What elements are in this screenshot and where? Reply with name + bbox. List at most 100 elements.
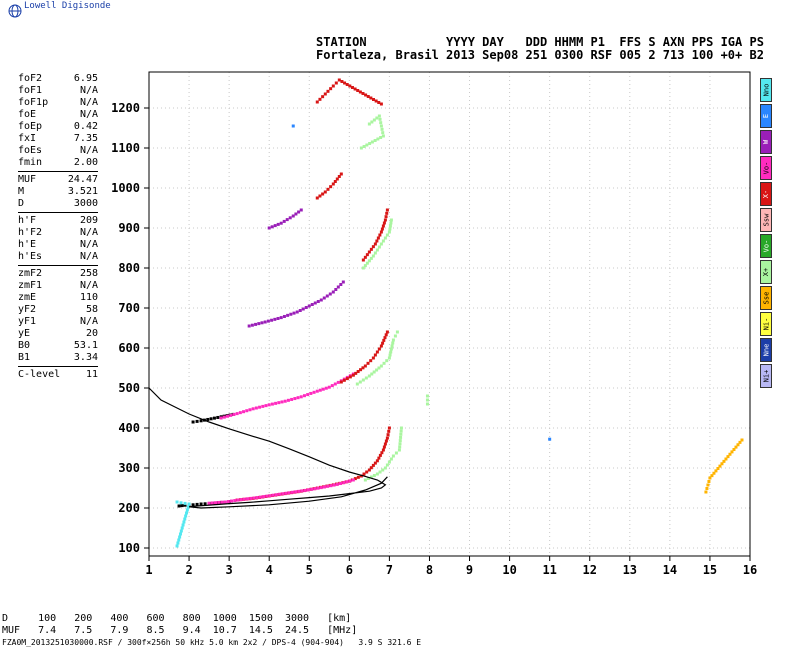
param-value: 11 — [85, 369, 98, 380]
data-point — [375, 472, 379, 476]
data-point — [270, 402, 274, 406]
param-row: foF2 6.95 — [18, 73, 98, 85]
param-separator — [18, 171, 98, 172]
data-point — [395, 330, 399, 334]
x-tick-label: 12 — [583, 563, 597, 577]
data-point — [304, 306, 308, 309]
data-point — [377, 101, 381, 104]
data-point — [398, 442, 402, 446]
data-point — [191, 503, 195, 507]
y-tick-label: 700 — [118, 301, 140, 315]
data-point — [290, 490, 294, 494]
data-point — [342, 481, 346, 485]
data-point — [203, 502, 207, 506]
data-point — [359, 146, 363, 150]
data-point — [345, 377, 349, 381]
data-point — [383, 336, 387, 340]
data-point — [378, 470, 382, 474]
data-point — [356, 89, 360, 92]
data-point — [333, 180, 337, 183]
x-tick-label: 1 — [145, 563, 152, 577]
data-point — [235, 498, 239, 502]
data-point — [366, 361, 370, 365]
data-point — [291, 124, 295, 128]
axis-layer: 1 2 3 4 5 6 7 8 9 10 11 12 13 14 15 1610020030040050060… — [111, 71, 757, 577]
data-point — [394, 451, 398, 455]
data-point — [365, 143, 369, 147]
data-point — [372, 370, 376, 374]
data-point — [718, 464, 722, 468]
data-point — [306, 393, 310, 397]
param-row: fxI 7.35 — [18, 133, 98, 145]
data-point — [309, 487, 313, 491]
param-row: h'Es N/A — [18, 251, 98, 263]
x-tick-label: 2 — [185, 563, 192, 577]
param-name: yF2 — [18, 304, 37, 315]
data-point — [425, 394, 429, 398]
x-tick-label: 6 — [346, 563, 353, 577]
data-point — [736, 443, 740, 447]
data-point — [214, 501, 218, 505]
data-point — [254, 496, 258, 500]
data-point — [225, 414, 229, 418]
param-name: M — [18, 186, 25, 197]
data-point — [367, 468, 371, 472]
param-row: h'F 209 — [18, 215, 98, 227]
data-point — [351, 478, 355, 482]
data-point — [365, 253, 369, 257]
y-tick-label: 1100 — [111, 141, 140, 155]
data-point — [306, 488, 310, 492]
data-point — [251, 496, 255, 500]
data-point — [388, 353, 392, 357]
data-point — [363, 364, 367, 368]
param-name: B1 — [18, 352, 31, 363]
data-point — [263, 320, 267, 324]
data-point — [353, 87, 357, 91]
globe-icon — [8, 4, 22, 18]
param-row: yF1 N/A — [18, 316, 98, 328]
data-point — [283, 399, 287, 403]
data-point — [397, 448, 401, 452]
data-point — [322, 485, 326, 489]
param-row: MUF 24.47 — [18, 174, 98, 186]
data-point — [286, 398, 290, 402]
electron-density-profile — [148, 387, 388, 509]
data-point — [182, 520, 186, 524]
data-point — [239, 498, 243, 502]
data-point — [261, 404, 265, 408]
series-group — [361, 208, 389, 262]
profile-curve-layer — [148, 387, 388, 509]
param-row: fmin 2.00 — [18, 157, 98, 169]
data-point — [362, 472, 366, 476]
data-point — [323, 190, 327, 194]
param-value: 58 — [85, 304, 98, 315]
data-point — [177, 504, 181, 508]
data-point — [183, 503, 187, 507]
param-row: foEp 0.42 — [18, 121, 98, 133]
y-tick-label: 1000 — [111, 181, 140, 195]
param-value: 2.00 — [73, 157, 98, 168]
data-point — [297, 210, 301, 214]
data-point — [331, 290, 335, 294]
param-separator — [18, 366, 98, 367]
data-point — [175, 544, 179, 548]
data-point — [267, 494, 271, 498]
data-point — [235, 412, 239, 416]
data-point — [300, 489, 304, 493]
series-group — [291, 124, 552, 441]
data-point — [385, 330, 389, 334]
station-header: STATION YYYY DAY DDD HHMM P1 FFS S AXN P… — [316, 35, 764, 49]
data-point — [242, 497, 246, 501]
param-row: zmF2 258 — [18, 268, 98, 280]
data-point — [369, 96, 373, 100]
data-point — [319, 486, 323, 490]
data-point — [369, 466, 373, 470]
y-tick-label: 800 — [118, 261, 140, 275]
data-point — [383, 218, 387, 222]
data-point — [716, 467, 720, 470]
param-name: zmE — [18, 292, 37, 303]
data-point — [372, 474, 376, 477]
data-point — [383, 236, 387, 240]
data-point — [302, 394, 306, 398]
